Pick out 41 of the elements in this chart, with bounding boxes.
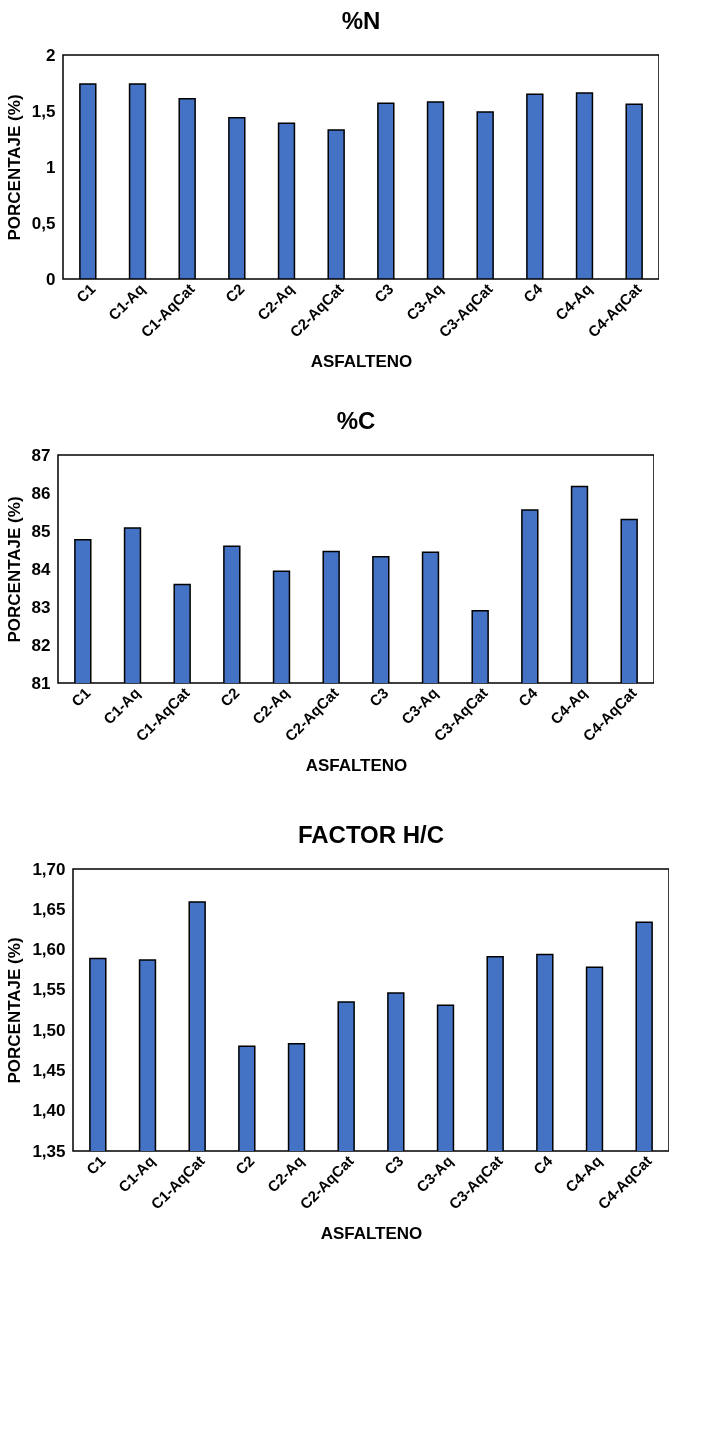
- y-tick-label: 1,55: [32, 980, 66, 1000]
- x-axis-title: ASFALTENO: [310, 352, 413, 372]
- y-tick-label: 84: [31, 559, 52, 579]
- y-tick-label: 87: [31, 445, 51, 465]
- x-tick-label: C1: [82, 1152, 109, 1178]
- y-tick-label: 1,40: [32, 1101, 66, 1121]
- x-axis-title: ASFALTENO: [320, 1224, 423, 1244]
- y-axis-title: PORCENTAJE (%): [5, 937, 25, 1084]
- y-tick-label: 1,65: [32, 899, 66, 919]
- x-tick-label: C2: [231, 1152, 258, 1178]
- x-tick-label: C4: [514, 683, 541, 710]
- y-tick-label: 1,60: [32, 940, 66, 960]
- x-tick-label: C3: [365, 684, 392, 710]
- y-tick-label: 86: [31, 483, 51, 503]
- chart-title: FACTOR H/C: [297, 821, 445, 848]
- y-tick-label: 2: [46, 45, 56, 65]
- y-tick-label: 85: [31, 521, 51, 541]
- x-tick-label: C4: [529, 1151, 556, 1178]
- x-tick-label: C4: [519, 279, 546, 306]
- x-tick-label: C2: [221, 280, 248, 306]
- y-tick-label: 1,35: [32, 1141, 66, 1161]
- x-tick-label: C3: [370, 280, 397, 306]
- y-tick-label: 1,45: [32, 1060, 66, 1080]
- y-tick-label: 1,70: [32, 859, 66, 879]
- y-tick-label: 1: [46, 157, 56, 177]
- y-tick-label: 1,50: [32, 1020, 66, 1040]
- chart-title: %C: [336, 407, 376, 434]
- y-axis-title: PORCENTAJE (%): [4, 94, 24, 241]
- x-tick-label: C1: [67, 684, 94, 710]
- x-tick-label: C3: [380, 1152, 407, 1178]
- y-tick-label: 82: [31, 635, 51, 655]
- y-tick-label: 0,5: [31, 213, 56, 233]
- y-tick-label: 81: [31, 673, 51, 693]
- y-tick-label: 0: [46, 269, 56, 289]
- y-tick-label: 1,5: [31, 101, 56, 121]
- y-tick-label: 83: [31, 597, 51, 617]
- y-axis-title: PORCENTAJE (%): [4, 496, 24, 643]
- x-tick-label: C1: [72, 280, 99, 306]
- chart-title: %N: [341, 7, 381, 34]
- x-axis-title: ASFALTENO: [305, 756, 408, 776]
- x-tick-label: C2: [216, 684, 243, 710]
